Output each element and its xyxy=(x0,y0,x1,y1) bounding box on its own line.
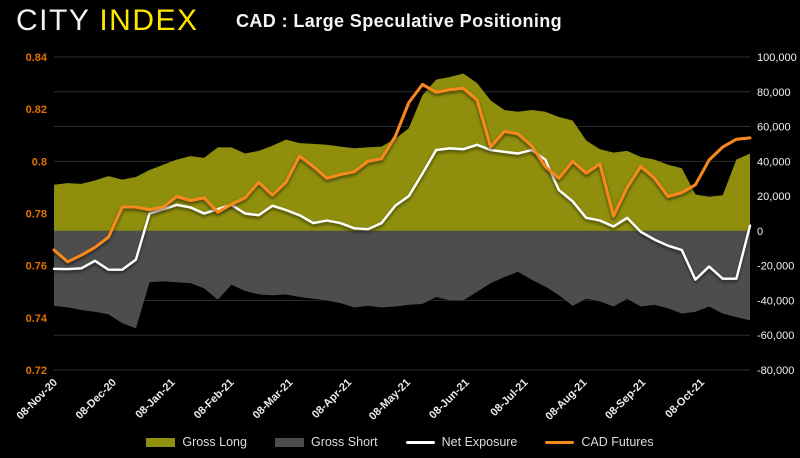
right-axis-label: 60,000 xyxy=(757,122,791,134)
legend-item-cad-futures: CAD Futures xyxy=(545,435,654,449)
right-axis-label: -20,000 xyxy=(757,261,794,273)
x-axis-label: 08-Aug-21 xyxy=(543,377,589,423)
right-axis-label: 100,000 xyxy=(757,52,797,64)
right-axis-label: 0 xyxy=(757,226,763,238)
cad-futures-line xyxy=(52,82,752,264)
gross-long-swatch xyxy=(146,437,176,447)
left-axis-label: 0.8 xyxy=(32,156,47,168)
x-axis-label: 08-Sep-21 xyxy=(603,377,648,422)
x-axis-label: 08-Jan-21 xyxy=(133,377,177,421)
left-axis-label: 0.82 xyxy=(26,104,47,116)
x-axis-label: 08-Dec-20 xyxy=(74,377,119,422)
legend-item-net-exposure: Net Exposure xyxy=(405,435,518,449)
legend-item-gross-long: Gross Long xyxy=(146,435,247,449)
legend-label: Net Exposure xyxy=(441,435,518,449)
x-axis-label: 08-Apr-21 xyxy=(310,377,354,421)
net-exposure-line xyxy=(52,143,752,281)
gross-long-area xyxy=(54,73,750,231)
right-axis-label: -40,000 xyxy=(757,295,794,307)
legend-label: CAD Futures xyxy=(581,435,654,449)
left-axis-label: 0.76 xyxy=(26,261,47,273)
left-axis-label: 0.84 xyxy=(26,52,48,64)
legend-label: Gross Short xyxy=(310,435,378,449)
x-axis-label: 08-Jun-21 xyxy=(427,377,472,422)
left-axis-label: 0.74 xyxy=(26,313,48,325)
brand-logo-index: INDEX xyxy=(99,4,199,37)
left-axis-label: 0.72 xyxy=(26,365,47,377)
right-axis-label: 40,000 xyxy=(757,156,791,168)
x-axis-label: 08-Feb-21 xyxy=(192,377,237,422)
gross-short-swatch xyxy=(274,437,304,447)
legend-item-gross-short: Gross Short xyxy=(274,435,378,449)
right-axis-label: -60,000 xyxy=(757,330,794,342)
legend-label: Gross Long xyxy=(182,435,247,449)
right-axis-label: 20,000 xyxy=(757,191,791,203)
right-axis-label: 80,000 xyxy=(757,87,791,99)
x-axis-label: 08-May-21 xyxy=(367,377,413,423)
chart-title: CAD : Large Speculative Positioning xyxy=(236,11,563,31)
chart-legend: Gross Long Gross Short Net Exposure CAD … xyxy=(0,430,800,454)
x-axis-label: 08-Oct-21 xyxy=(663,377,707,421)
cad-futures-swatch xyxy=(545,440,575,444)
gross-short-area xyxy=(54,230,750,329)
right-axis-label: -80,000 xyxy=(757,365,794,377)
x-axis-label: 08-Nov-20 xyxy=(14,377,60,423)
left-axis-label: 0.78 xyxy=(26,209,47,221)
brand-logo-city: CITY xyxy=(16,4,91,37)
x-axis-label: 08-Jul-21 xyxy=(488,377,530,419)
x-axis-label: 08-Mar-21 xyxy=(251,377,296,422)
net-exposure-swatch xyxy=(405,440,435,444)
brand-logo: CITY INDEX xyxy=(16,4,199,38)
